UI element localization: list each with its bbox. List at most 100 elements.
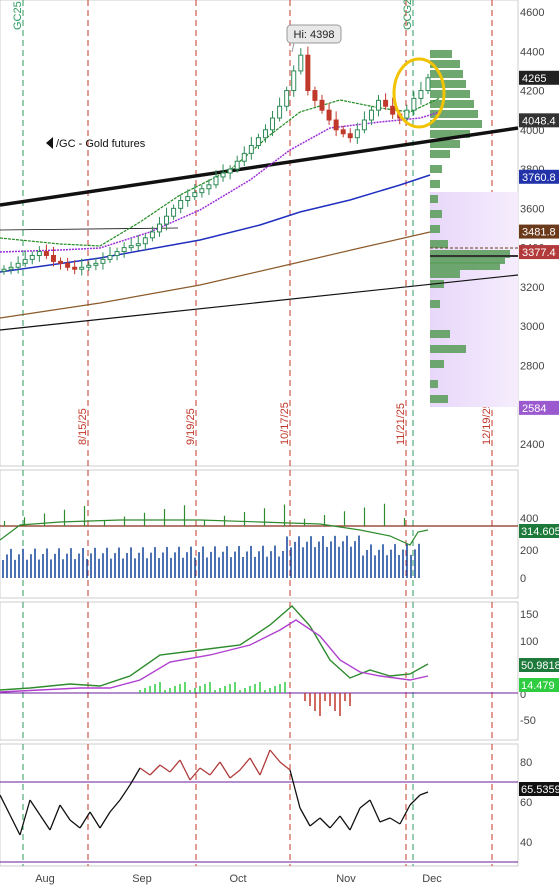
volume-profile-bar [430,195,438,203]
volume-profile-bar [430,50,452,58]
candle [248,136,254,160]
volume-profile-bar [430,300,440,308]
volume-profile-bar [430,380,438,388]
x-axis-tick: Nov [336,873,356,885]
x-axis-tick: Sep [132,873,152,885]
candle [72,260,78,275]
x-axis-tick: Oct [229,873,246,885]
volume-profile-bar [430,210,442,218]
price-tag-label: 4265 [522,73,546,85]
candle [213,169,219,189]
macd-axis-tick: -50 [520,715,536,727]
x-axis-tick: Dec [422,873,442,885]
candle [86,261,92,271]
volume-profile-bar [430,270,460,278]
macd-signal [0,619,429,693]
candle [361,111,367,134]
price-tag: 4048.4 [519,113,559,128]
price-tag: 3377.4 [519,245,559,260]
candle [107,246,113,263]
volume-profile-bar [430,90,470,98]
candle [404,104,410,122]
volume-panel [0,503,518,578]
volume-profile-bar [430,130,470,138]
volume-axis-tick: 0 [520,573,526,585]
price-candles [1,46,431,276]
candle [58,257,64,270]
candle [262,124,268,143]
candle [305,46,311,96]
volume-axis-tick: 200 [520,545,538,557]
price-axis-tick: 4200 [520,86,544,98]
volume-profile-bar [430,60,460,68]
high-callout: Hi: 4398 [286,24,342,53]
vertical-marker-label: 10/17/25 [279,402,291,445]
vertical-marker-label: 9/19/25 [185,408,197,445]
upper-trendline [0,126,519,207]
candle [255,133,261,150]
candle [199,184,205,198]
price-axis-tick: 3600 [520,203,544,215]
candle [15,256,21,274]
volume-profile-bar [430,100,474,108]
volume-profile-bar [430,70,463,78]
lower-trendline [0,274,519,331]
volume-axis-tick: 400 [520,513,538,525]
candle [135,235,141,251]
candle [376,94,382,117]
ma-purple [0,111,441,253]
volume-profile-bar [430,165,442,173]
candle [390,97,396,120]
stoch-value-label: 65.5359 [521,784,559,796]
candle [319,94,325,114]
resistance-line [0,227,179,231]
price-axis-tick: 4400 [520,46,544,58]
candle [340,125,346,138]
stoch-value-tag: 65.5359 [519,782,559,796]
vertical-marker-label: 11/21/25 [395,403,407,445]
vertical-marker-label: 8/15/25 [77,408,89,445]
candle [100,252,106,270]
price-tag: 3760.8 [519,169,559,184]
candle [142,233,148,250]
candle [22,250,28,267]
price-tag-label: 4048.4 [522,115,556,127]
candle [411,91,417,116]
price-tag-label: 3481.8 [522,227,556,239]
volume-profile-bar [430,80,466,88]
candle [50,246,56,267]
volume-profile-bar [430,330,450,338]
candle [234,155,240,173]
macd-axis-tick: 0 [520,689,526,701]
macd-axis-tick: 150 [520,609,538,621]
candle [284,86,290,112]
candle [149,226,155,242]
volume-profile [430,50,518,407]
candle [43,244,49,260]
candle [270,110,276,137]
volume-value-tag: 314.605 [519,524,559,538]
candle [114,247,120,261]
volume-profile-bar [430,395,448,403]
volume-profile-bar [430,360,444,368]
axes: 4600440042004000380036003400320030002800… [35,7,559,885]
candle [1,265,7,275]
price-axis-tick: 2400 [520,439,544,451]
stochastic-line [0,749,429,836]
price-axis-tick: 2800 [520,360,544,372]
candle [121,242,127,258]
price-tag-label: 3760.8 [522,172,556,184]
candle [333,111,339,137]
macd-axis-tick: 100 [520,636,538,648]
candle [185,189,191,207]
vertical-date-markers: GC25 8/15/25 9/19/25 10/17/25 11/21/25 GCG26 1… [12,0,493,866]
candle [383,93,389,110]
price-axis-tick: 3200 [520,282,544,294]
vertical-marker-label: 12/19/25 [481,402,493,445]
vertical-marker-label: GC25 [12,1,24,30]
volume-profile-bar [430,140,460,148]
high-callout-text: Hi: 4398 [294,29,335,41]
volume-average [0,519,429,546]
volume-value-label: 314.605 [521,526,559,538]
